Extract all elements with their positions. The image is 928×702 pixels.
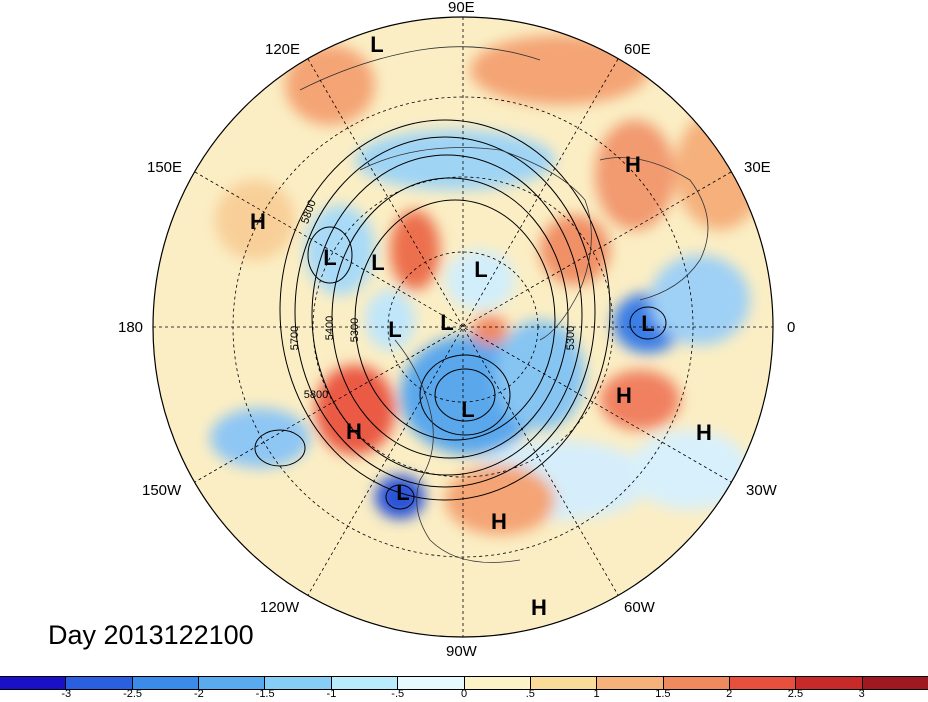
colorbar-segment [796,677,863,689]
colorbar-tick-label: 3 [858,688,865,700]
colorbar-segment [398,677,465,689]
lon-label-120e: 120E [265,41,301,58]
coastlines [299,46,709,563]
low-center: L [323,245,337,270]
lon-label-30e: 30E [744,159,771,176]
colorbar-segment [729,677,797,689]
colorbar-tick-label: -2 [193,688,204,700]
lon-label-90w: 90W [446,643,477,660]
colorbar-segment [862,677,928,689]
colorbar-tick-label: .5 [525,688,535,700]
date-title: Day 2013122100 [48,620,254,650]
high-center: H [616,383,632,408]
high-center: H [625,152,641,177]
colorbar-tick-label: -3 [61,688,72,700]
lon-label-150w: 150W [142,482,182,499]
high-center: H [491,509,507,534]
lon-label-90e: 90E [448,0,475,16]
lon-label-60e: 60E [624,41,651,58]
colorbar-tick-label: 1 [593,688,600,700]
colorbar-tick-label: -1 [326,688,337,700]
low-center: L [474,257,488,282]
contour-label: 5800 [303,389,329,401]
lon-label-180: 180 [118,319,144,336]
low-center: L [440,310,454,335]
colorbar-segment [530,677,598,689]
colorbar-tick-label: 2 [726,688,733,700]
colorbar-segment [597,677,664,689]
lon-label-120w: 120W [260,599,300,616]
colorbar-segment [331,677,399,689]
height-contours [254,119,667,510]
low-center: L [371,250,385,275]
colorbar-segment [663,677,730,689]
high-center: H [250,209,266,234]
contour-label: 5400 [324,315,336,341]
contour-label: 5700 [289,325,301,351]
colorbar-segment [0,677,67,689]
anomaly-field [210,35,765,535]
contour-label: 5300 [349,317,361,343]
colorbar-segment [132,677,200,689]
lon-label-0: 0 [787,319,796,336]
lon-label-60w: 60W [624,599,655,616]
colorbar-tick-label: -1.5 [255,688,275,700]
colorbar-tick-label: -2.5 [123,688,143,700]
low-center: L [641,311,655,336]
colorbar-segment [265,677,332,689]
lon-label-150e: 150E [147,159,183,176]
colorbar-segment [199,677,266,689]
high-center: H [346,419,362,444]
low-center: L [388,317,402,342]
colorbar-tick-label: 1.5 [655,688,671,700]
colorbar [0,676,928,690]
colorbar-tick-label: -.5 [391,688,405,700]
colorbar-segment [66,677,133,689]
low-center: L [461,397,475,422]
high-center: H [531,595,547,620]
colorbar-tick-label: 0 [460,688,468,700]
graticule [153,17,773,637]
colorbar-segment [464,677,531,689]
colorbar-tick-label: 2.5 [787,688,804,700]
low-center: L [396,480,410,505]
high-center: H [696,420,712,445]
polar-map [152,16,774,638]
contour-label: 5300 [565,325,577,351]
lon-label-30w: 30W [746,482,777,499]
low-center: L [370,32,384,57]
